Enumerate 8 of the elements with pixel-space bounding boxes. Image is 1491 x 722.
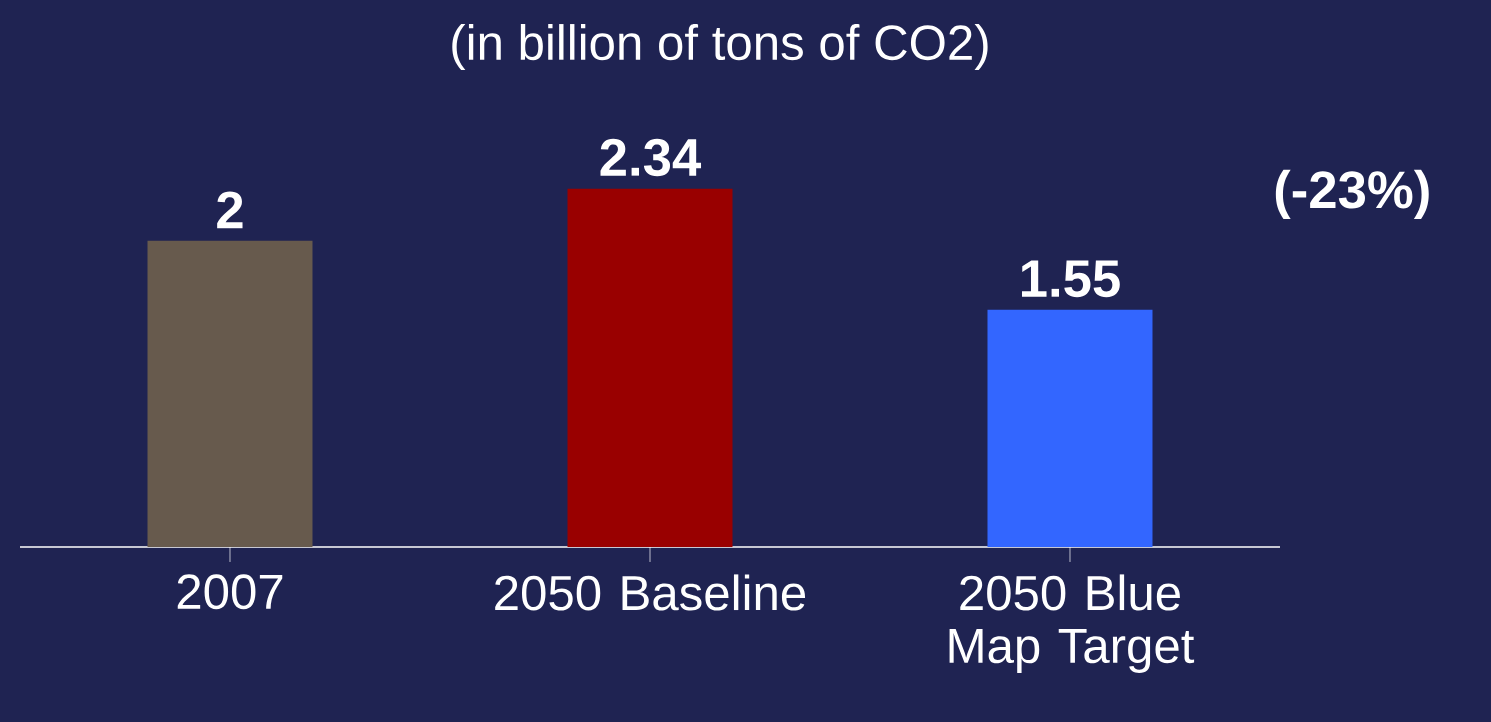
data-label: 2 [217,191,243,229]
x-tick-label: 2050 Baseline [495,574,806,611]
chart-title: (in billion of tons of CO2) [452,24,988,70]
data-label: 2.34 [600,138,702,177]
annotation: (-23%) [1275,169,1429,219]
data-label: 1.55 [1022,260,1120,298]
x-tick-label: 2007 [177,574,283,610]
x-tick-label: 2050 Blue Map Target [949,574,1195,673]
